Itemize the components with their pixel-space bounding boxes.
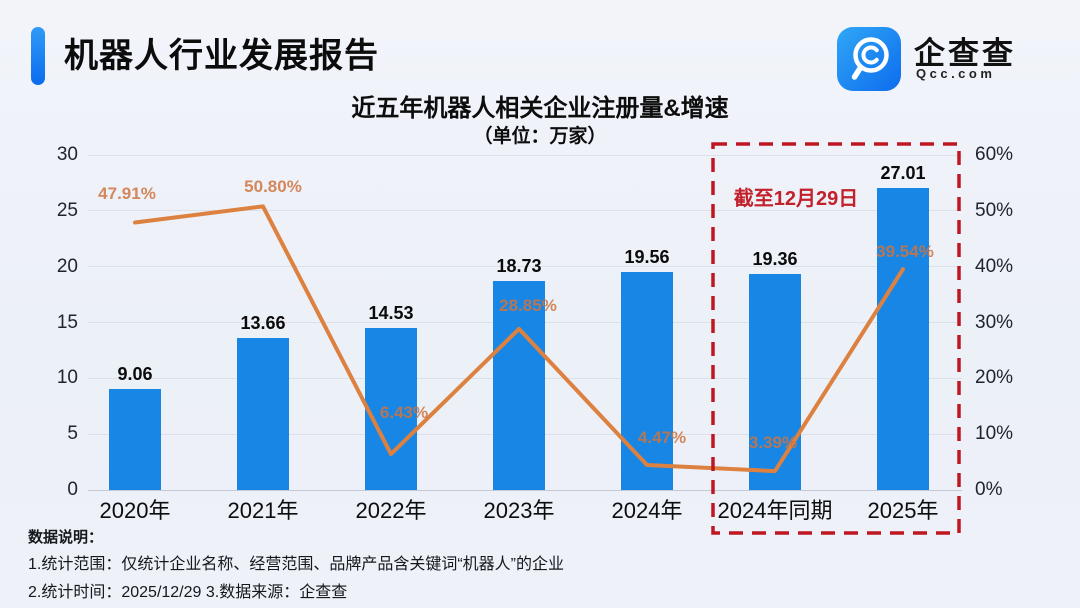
qcc-logo-domain: Qcc.com <box>916 66 996 81</box>
y-axis-left-tick: 5 <box>67 423 78 445</box>
growth-point-label: 3.39% <box>748 433 798 453</box>
qcc-logo-name: 企查查 <box>914 36 1016 71</box>
registration-bar <box>237 337 289 490</box>
y-axis-left-tick: 10 <box>56 367 78 389</box>
y-axis-left-tick: 30 <box>56 144 78 165</box>
growth-point-label: 50.80% <box>244 177 302 197</box>
y-axis-right-tick: 30% <box>975 311 1014 333</box>
x-axis-label: 2021年 <box>227 498 299 523</box>
growth-point-label: 4.47% <box>637 428 687 447</box>
bar-value-label: 19.56 <box>624 246 670 267</box>
footer-note-2: 2.统计时间：2025/12/29 3.数据来源：企查查 <box>28 584 348 601</box>
registration-bar <box>621 271 673 490</box>
bar-value-label: 27.01 <box>880 163 926 184</box>
growth-point-label: 39.54% <box>876 242 934 262</box>
y-axis-right-tick: 50% <box>975 199 1014 221</box>
qcc-logo: 企查查 Qcc.com <box>836 24 1056 94</box>
x-axis-label: 2023年 <box>483 498 555 523</box>
y-axis-left-tick: 15 <box>56 311 78 333</box>
chart-subtitle: （单位：万家） <box>473 126 607 147</box>
highlight-box <box>711 142 961 535</box>
registration-bar <box>877 188 929 490</box>
title-accent-bar <box>31 27 45 85</box>
header: 机器人行业发展报告 企查查 Qcc.com <box>0 0 1080 96</box>
registration-bar <box>493 280 545 490</box>
qcc-logo-icon <box>836 26 902 97</box>
x-axis-label: 2020年 <box>99 498 171 523</box>
y-axis-right-tick: 0% <box>975 479 1003 500</box>
bar-value-label: 18.73 <box>496 255 542 276</box>
registration-bar <box>109 388 161 490</box>
registration-bar <box>365 327 417 490</box>
gridline <box>88 489 962 491</box>
y-axis-right-tick: 10% <box>975 423 1014 445</box>
x-axis-label: 2024年 <box>611 498 683 523</box>
gridline <box>88 154 962 156</box>
bar-value-label: 13.66 <box>240 312 286 333</box>
registration-bar <box>749 273 801 490</box>
x-axis-label: 2022年 <box>355 498 427 523</box>
highlight-annotation: 截至12月29日 <box>733 188 859 210</box>
y-axis-right-tick: 20% <box>975 367 1014 389</box>
bar-value-label: 19.36 <box>752 248 798 269</box>
y-axis-left-tick: 0 <box>67 479 78 500</box>
growth-point-label: 47.91% <box>98 183 156 203</box>
bar-value-label: 9.06 <box>117 363 153 384</box>
gridline <box>88 266 962 268</box>
gridline <box>88 210 962 212</box>
footer-note-1: 1.统计范围：仅统计企业名称、经营范围、品牌产品含关键词“机器人”的企业 <box>28 556 565 573</box>
page-title: 机器人行业发展报告 <box>64 37 379 75</box>
y-axis-left-tick: 25 <box>56 199 78 221</box>
bar-value-label: 14.53 <box>368 302 414 323</box>
y-axis-right-tick: 40% <box>975 255 1014 277</box>
footer-heading: 数据说明： <box>28 529 104 546</box>
y-axis-right-tick: 60% <box>975 144 1014 165</box>
footer-notes: 数据说明： 1.统计范围：仅统计企业名称、经营范围、品牌产品含关键词“机器人”的… <box>28 529 1048 602</box>
growth-point-label: 28.85% <box>499 295 557 315</box>
y-axis-left-tick: 20 <box>56 255 78 277</box>
growth-rate-line <box>133 204 905 474</box>
chart-title: 近五年机器人相关企业注册量&增速 <box>351 95 729 122</box>
growth-point-label: 6.43% <box>379 403 429 423</box>
x-axis-label: 2024年同期 <box>717 498 833 523</box>
x-axis-label: 2025年 <box>867 498 939 523</box>
